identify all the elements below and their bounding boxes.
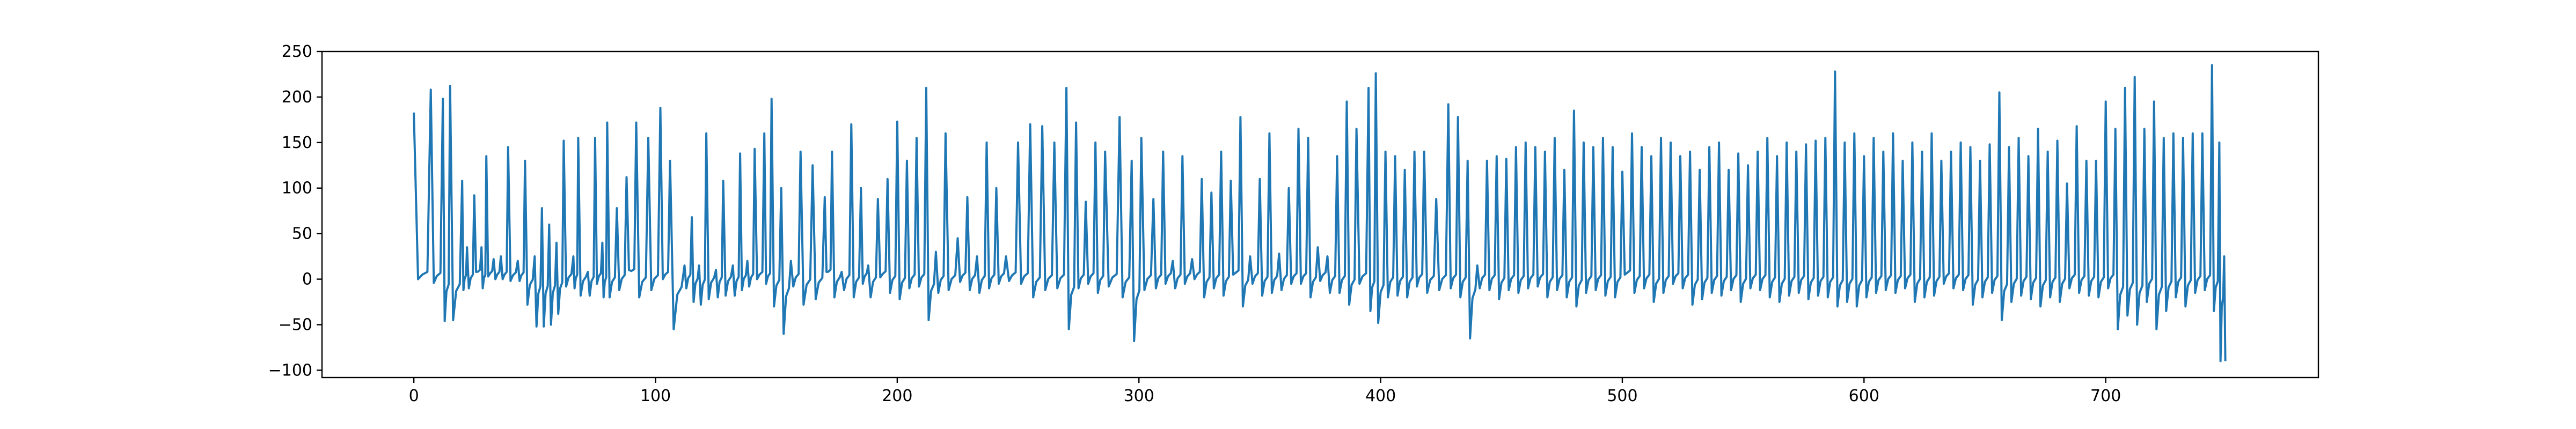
- x-tick-label: 300: [1124, 387, 1154, 405]
- series-line: [413, 64, 2227, 363]
- plot-frame: [321, 50, 2319, 379]
- y-tick-label: −100: [268, 361, 312, 380]
- y-tick-label: 100: [282, 179, 312, 198]
- y-tick-label: 0: [302, 270, 312, 289]
- y-tick-label: 150: [282, 134, 312, 152]
- x-tick-label: 500: [1607, 387, 1637, 405]
- series-line-group: [413, 64, 2227, 363]
- x-tick-label: 600: [1849, 387, 1879, 405]
- y-tick-label: −50: [279, 315, 312, 334]
- x-tick-label: 400: [1365, 387, 1396, 405]
- y-axis: −100 −50 0 50 100 150 200 250: [268, 42, 322, 380]
- x-tick-label: 100: [640, 387, 671, 405]
- x-tick-label: 200: [882, 387, 912, 405]
- y-tick-label: 50: [292, 225, 312, 243]
- x-axis: 0 100 200 300 400 500 600 700: [409, 378, 2121, 405]
- x-tick-label: 700: [2090, 387, 2121, 405]
- x-tick-label: 0: [409, 387, 419, 405]
- y-tick-label: 250: [282, 42, 312, 61]
- y-tick-label: 200: [282, 88, 312, 107]
